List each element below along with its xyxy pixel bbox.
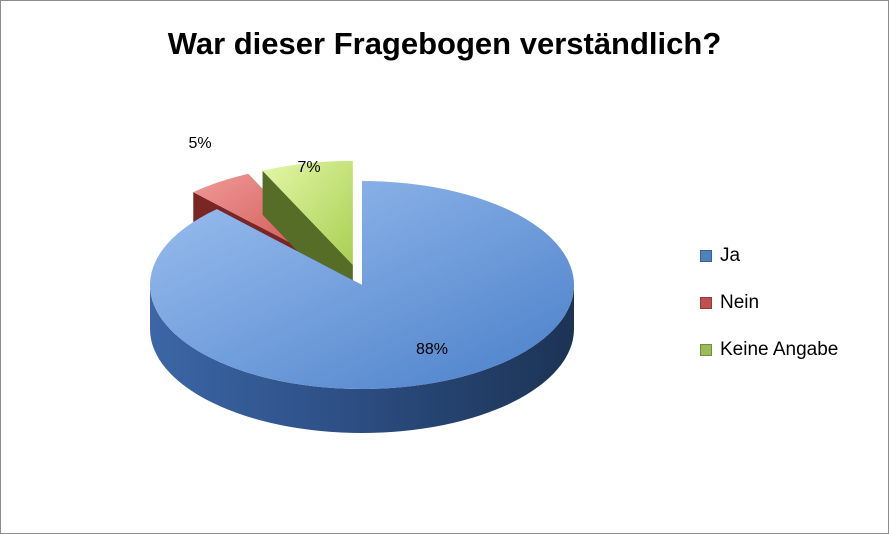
legend-label-nein: Nein [720,292,760,313]
legend-swatch-nein [700,297,712,309]
data-label-keine-angabe: 7% [297,159,320,176]
pie-slice-ja [149,181,574,433]
pie-side-ja [150,285,574,433]
legend-swatch-keine-angabe [700,344,712,356]
legend-label-keine-angabe: Keine Angabe [720,339,839,360]
data-label-ja: 88% [416,341,448,358]
pie-top-keine-angabe [262,160,353,265]
pie-top-ja [149,181,574,389]
data-label-nein: 5% [188,135,211,152]
legend-swatch-ja [700,250,712,262]
legend-label-ja: Ja [720,245,741,266]
chart-title: War dieser Fragebogen verständlich? [167,26,722,61]
